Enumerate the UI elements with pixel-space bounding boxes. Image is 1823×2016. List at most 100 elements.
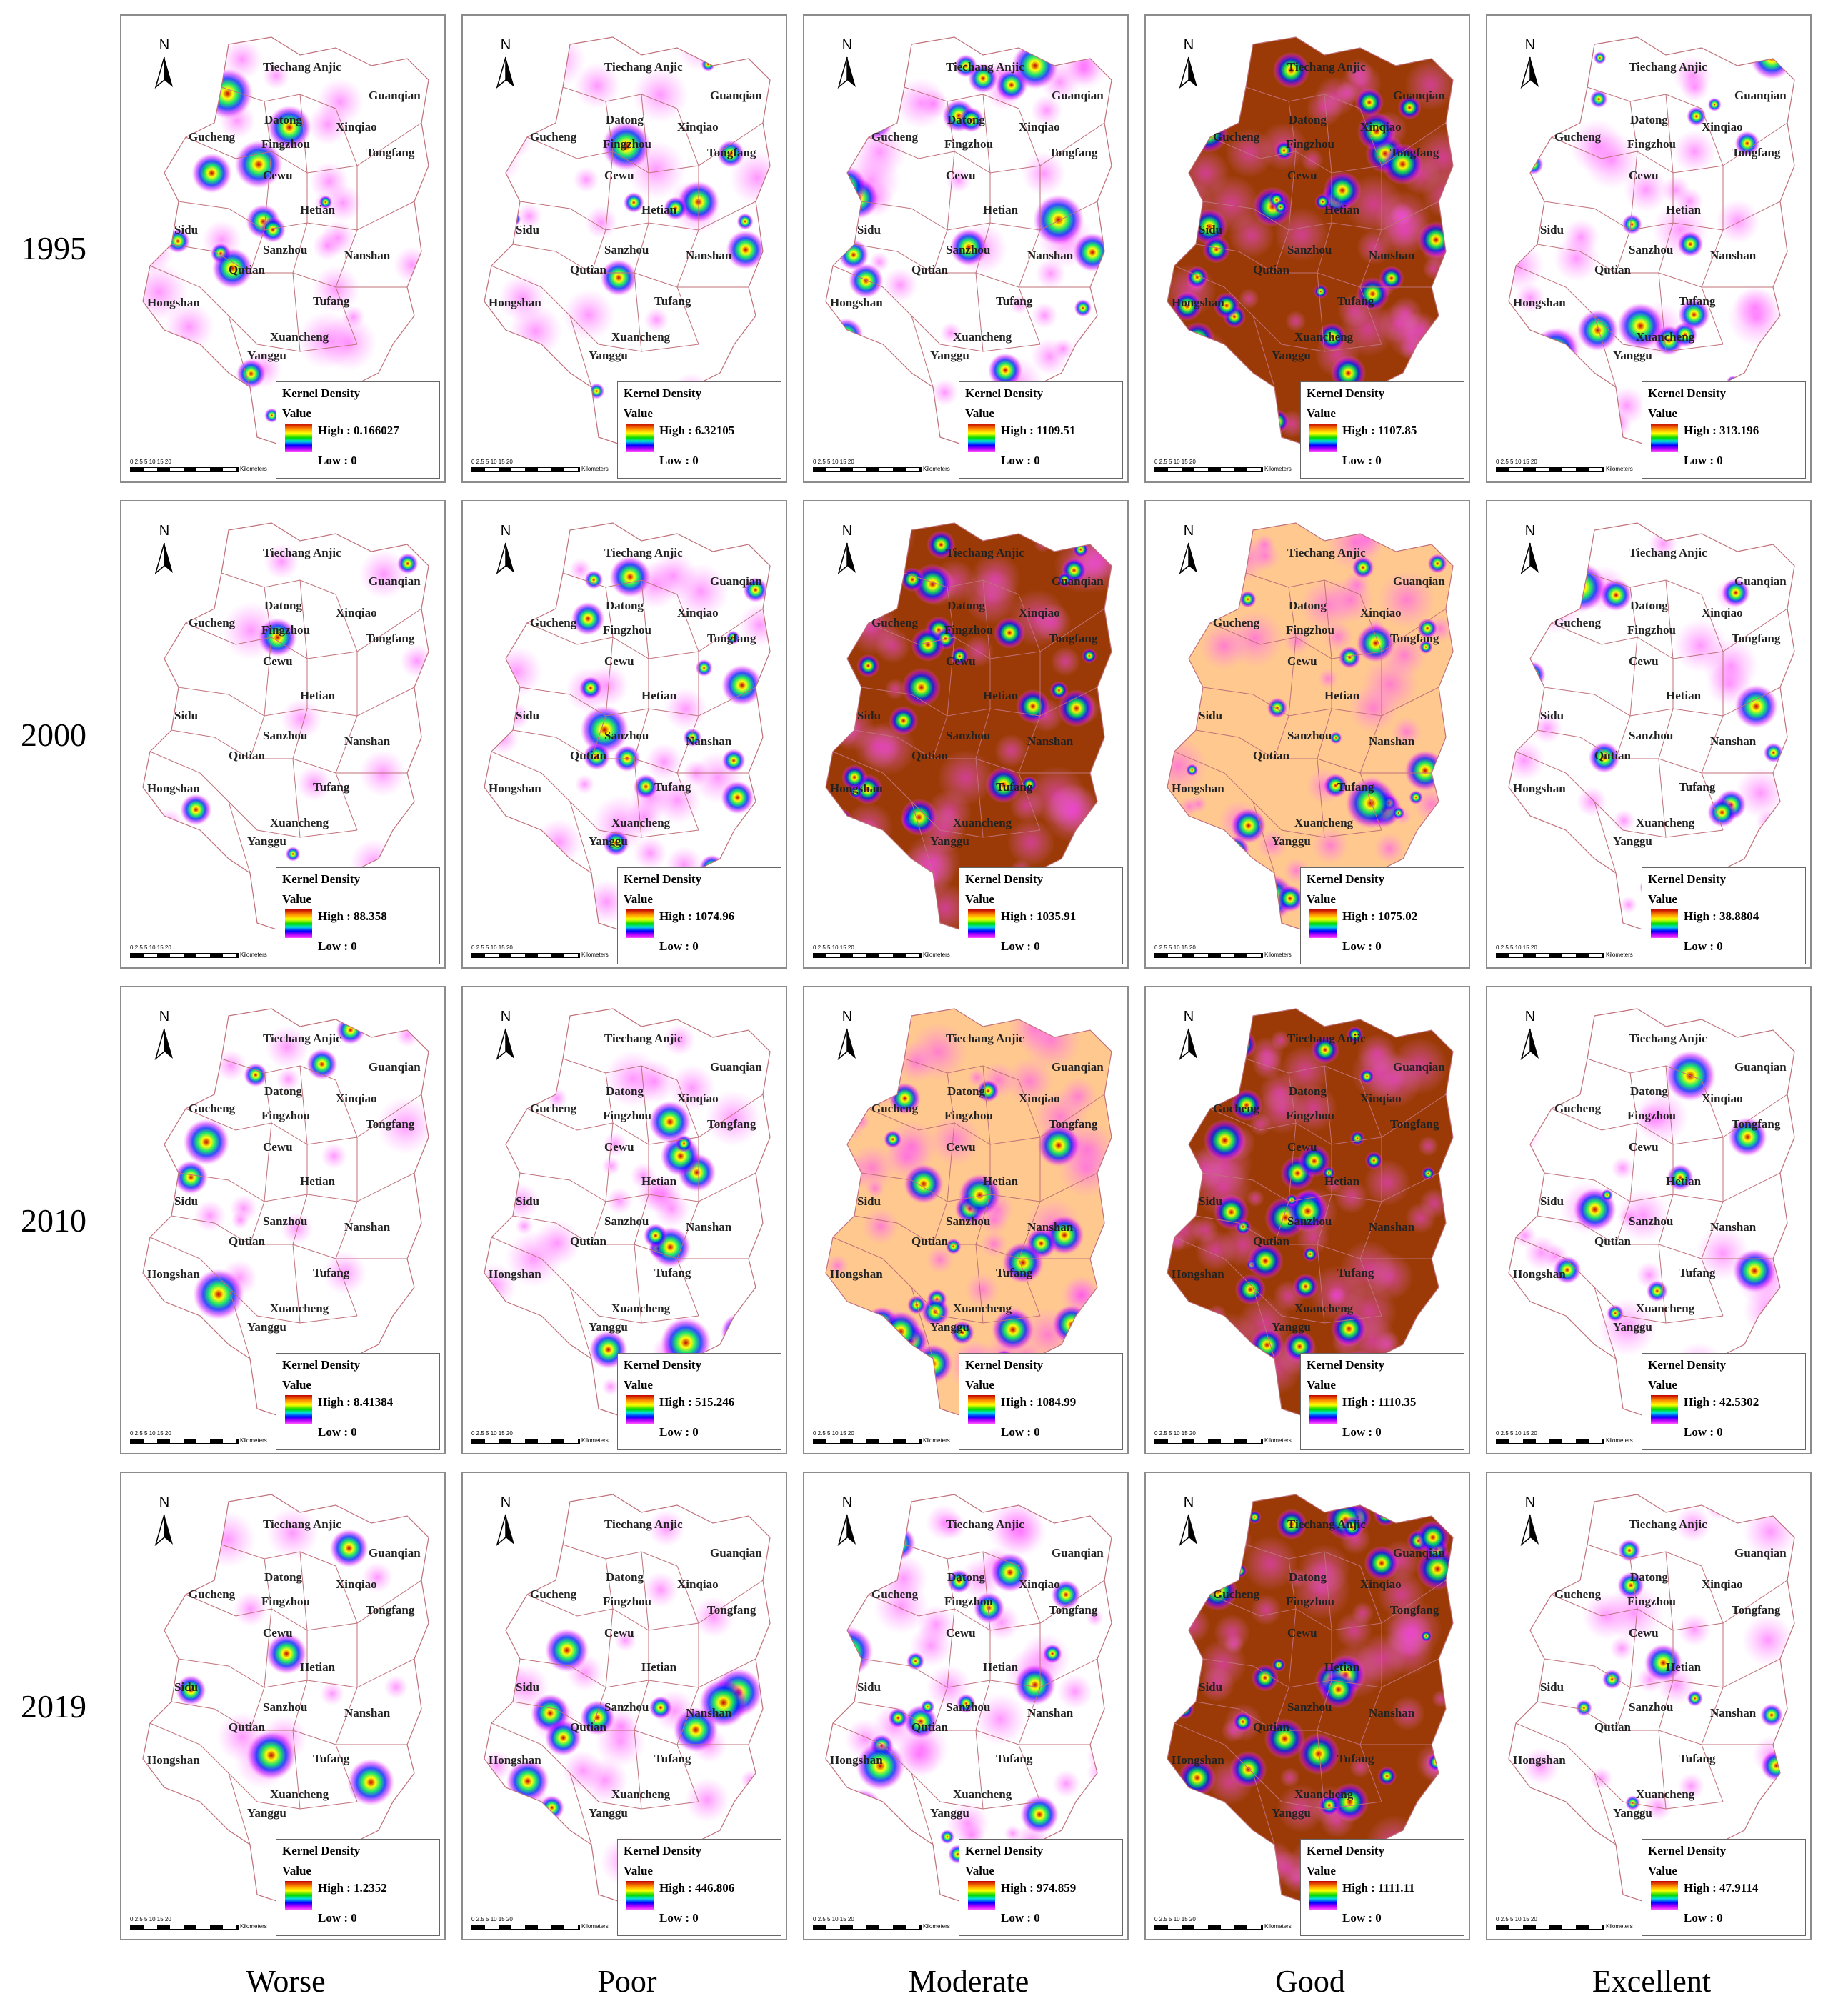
kde-map-panel: Tiechang Anjic Guanqian Datong Xinqiao Guchen… (1486, 1472, 1812, 1940)
density-haze (516, 1830, 561, 1875)
township-boundary (911, 1287, 934, 1359)
density-hotspot (1020, 1795, 1059, 1835)
density-hotspot (1617, 1572, 1644, 1600)
density-hotspot (1189, 851, 1234, 896)
density-hotspot (886, 1361, 909, 1384)
township-boundary (676, 108, 699, 345)
place-label: Xuancheng (1636, 330, 1695, 344)
color-ramp (626, 1395, 654, 1424)
density-haze (1048, 782, 1099, 834)
place-label: Qutian (1253, 749, 1290, 762)
density-hotspot (721, 780, 754, 814)
place-label: Yanggu (1613, 349, 1652, 362)
place-label: Gucheng (1213, 130, 1260, 144)
density-haze (826, 1330, 863, 1374)
place-label: Hongshan (489, 782, 541, 795)
density-hotspot (244, 1063, 268, 1087)
township-boundary (1202, 201, 1439, 231)
township-boundary (1515, 1237, 1724, 1324)
density-hotspot (180, 794, 212, 826)
density-hotspot (1356, 277, 1389, 311)
density-haze (1035, 523, 1058, 543)
township-boundary (149, 751, 358, 838)
place-label: Qutian (1594, 1234, 1632, 1248)
col-label-poor: Poor (597, 1964, 657, 1999)
township-boundary (932, 101, 955, 274)
north-arrow-icon: N (150, 1009, 179, 1066)
density-hotspot (1417, 618, 1438, 639)
density-haze (879, 404, 904, 429)
legend-high-value: High : 1107.85 (1342, 424, 1417, 437)
color-ramp (626, 909, 654, 938)
township-boundary (1594, 315, 1617, 388)
place-label: Nanshan (1710, 734, 1757, 748)
place-label: Fingzhou (1627, 1109, 1677, 1122)
place-label: Qutian (1253, 263, 1290, 276)
place-label: Tongfang (366, 146, 415, 159)
township-boundary (512, 1701, 749, 1745)
township-boundary (526, 122, 764, 174)
legend-low-value: Low : 0 (1001, 1911, 1040, 1925)
density-haze (1007, 818, 1055, 867)
density-haze (1066, 329, 1112, 385)
township-boundary (491, 1237, 699, 1324)
density-haze (826, 379, 852, 405)
density-haze (535, 818, 583, 866)
density-haze (994, 734, 1029, 768)
density-haze (1199, 523, 1234, 558)
place-label: Hetian (983, 1174, 1019, 1188)
density-haze (1276, 1784, 1326, 1833)
legend-subtitle: Value (282, 1378, 311, 1392)
density-haze (1224, 128, 1274, 178)
legend-low-value: Low : 0 (659, 1425, 699, 1439)
density-haze (515, 1217, 534, 1236)
density-haze (601, 1377, 620, 1396)
density-hotspot (977, 1079, 999, 1102)
north-arrow-icon: N (833, 37, 861, 94)
density-hotspot (1251, 1664, 1279, 1692)
density-haze (1432, 1690, 1450, 1708)
township-boundary (1174, 265, 1382, 352)
density-hotspot (829, 318, 864, 352)
density-hotspot (512, 1575, 529, 1592)
density-hotspot (881, 1526, 916, 1560)
scale-bar: 0 2.5 5 10 15 20 Kilometers (1496, 1916, 1633, 1930)
density-legend: Kernel Density Value High : 1111.11 Low : 0 (1300, 1839, 1464, 1936)
density-hotspot (236, 359, 266, 389)
density-haze (574, 62, 621, 109)
township-boundary (292, 1065, 308, 1324)
density-haze (1327, 576, 1374, 624)
density-legend: Kernel Density Value High : 42.5302 Low : 0 (1642, 1353, 1806, 1450)
legend-high-value: High : 446.806 (659, 1881, 735, 1895)
density-haze (1755, 809, 1782, 836)
place-label: Yanggu (930, 1806, 969, 1820)
scale-bar: 0 2.5 5 10 15 20 Kilometers (1496, 459, 1633, 472)
place-label: Nanshan (686, 734, 732, 748)
place-label: Anjic (1679, 1517, 1707, 1531)
legend-title: Kernel Density (1307, 1844, 1385, 1857)
density-hotspot (1417, 221, 1453, 259)
place-label: Sidu (857, 1680, 881, 1694)
legend-high-value: High : 1110.35 (1342, 1395, 1417, 1409)
place-label: Fingzhou (1627, 623, 1677, 637)
density-hotspot (1359, 1069, 1375, 1084)
place-label: Xuancheng (953, 1787, 1012, 1801)
township-boundary (1658, 1551, 1674, 1810)
density-hotspot (901, 667, 942, 707)
density-haze (1509, 240, 1544, 291)
density-hotspot (266, 1632, 307, 1675)
north-arrow-icon: N (1174, 523, 1203, 580)
density-haze (265, 1025, 309, 1069)
density-haze (601, 1156, 621, 1176)
scale-bar: 0 2.5 5 10 15 20 Kilometers (471, 1916, 609, 1930)
place-label: Nanshan (686, 1706, 732, 1720)
density-hotspot (1229, 1750, 1267, 1788)
density-hotspot (1678, 299, 1710, 331)
density-hotspot (1225, 399, 1254, 427)
density-haze (1033, 603, 1072, 642)
township-boundary (512, 244, 749, 288)
place-label: Cewu (1287, 1140, 1317, 1154)
township-boundary (861, 201, 1098, 231)
township-boundary (292, 579, 308, 838)
place-label: Tongfang (1732, 632, 1781, 645)
